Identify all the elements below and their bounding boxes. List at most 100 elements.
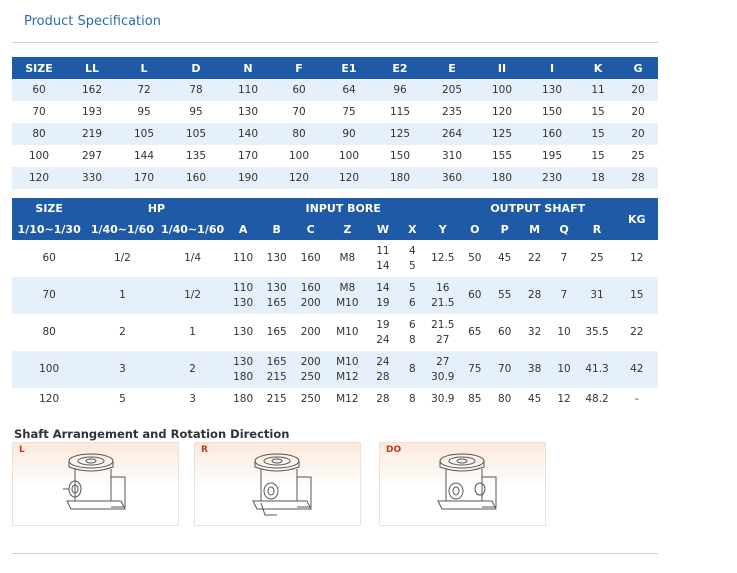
cell-value: 130 bbox=[266, 252, 287, 264]
table-cell: 78 bbox=[170, 79, 222, 101]
table-cell: 12.5 bbox=[425, 240, 460, 277]
table-cell: 100 bbox=[12, 145, 66, 167]
table-cell: 330 bbox=[66, 167, 118, 189]
cell-value: M12 bbox=[336, 392, 359, 405]
column-subheader: P bbox=[489, 219, 520, 240]
table-cell: 310 bbox=[426, 145, 478, 167]
cell-value: 1/2 bbox=[184, 289, 202, 301]
table-cell: 130 bbox=[222, 101, 274, 123]
table-cell: 80 bbox=[489, 388, 520, 410]
column-header: N bbox=[222, 57, 274, 79]
table-cell: 32 bbox=[519, 314, 550, 351]
cell-value: 7 bbox=[560, 289, 568, 301]
cell-value: 200 bbox=[300, 355, 321, 368]
cell-value: 80 bbox=[42, 326, 56, 338]
cell-value: 15 bbox=[630, 289, 644, 301]
table-row: 100 297 144 135 170 100 100 150 310 155 195 15 25 bbox=[12, 145, 658, 167]
table-cell: 3 bbox=[86, 351, 159, 388]
cell-value: 41.3 bbox=[585, 363, 609, 375]
table-cell: 48.2 bbox=[578, 388, 616, 410]
table-cell: 135 bbox=[170, 145, 222, 167]
table-cell: 120 bbox=[12, 388, 87, 410]
cell-value: 3 bbox=[119, 363, 126, 375]
cell-value: 45 bbox=[497, 252, 512, 264]
table-row: 80 2 1 130 165 200 M10 19 24 6 8 21.5 27 65 60 32 10 35.5… bbox=[12, 314, 658, 351]
table-cell: 100 bbox=[274, 145, 324, 167]
cell-value: 30.9 bbox=[431, 370, 455, 383]
cell-value: 45 bbox=[527, 392, 542, 405]
table-cell: 22 bbox=[519, 240, 550, 277]
column-subheader: B bbox=[259, 219, 294, 240]
cell-value: 19 bbox=[376, 318, 390, 331]
cell-value: 1 bbox=[119, 289, 126, 301]
table-subheader-row: 1/10~1/30 1/40~1/60 1/40~1/60 A B C Z W X Y O P M Q R bbox=[12, 219, 658, 240]
table-cell: M8 bbox=[327, 240, 367, 277]
table-cell: 190 bbox=[222, 167, 274, 189]
arrangement-label: L bbox=[19, 445, 25, 455]
column-header: K bbox=[578, 57, 618, 79]
cell-value: 12 bbox=[630, 252, 644, 264]
table-cell: 125 bbox=[478, 123, 526, 145]
table-cell: 130 165 bbox=[259, 277, 294, 314]
table-cell: 60 bbox=[489, 314, 520, 351]
column-header: E2 bbox=[374, 57, 426, 79]
table-cell: M10 bbox=[327, 314, 367, 351]
column-header: II bbox=[478, 57, 526, 79]
cell-value: 42 bbox=[630, 363, 644, 375]
dimension-table: SIZE LL L D N F E1 E2 E II I K G 60 162 72 78 110 60 64 96 2… bbox=[12, 57, 658, 189]
table-cell: 193 bbox=[66, 101, 118, 123]
table-cell: 162 bbox=[66, 79, 118, 101]
table-cell: 45 bbox=[519, 388, 550, 410]
table-cell: 80 bbox=[12, 123, 66, 145]
table-cell: 160 200 bbox=[293, 277, 328, 314]
arrangement-panel-r: R bbox=[194, 442, 361, 526]
table-cell: 110 130 bbox=[226, 277, 260, 314]
table-cell: 90 bbox=[324, 123, 374, 145]
cell-value: 180 bbox=[233, 370, 254, 383]
column-header: SIZE bbox=[12, 57, 66, 79]
cell-value: 8 bbox=[408, 363, 416, 375]
cell-value: 50 bbox=[468, 252, 482, 264]
table-cell: 70 bbox=[12, 101, 66, 123]
table-cell: 180 bbox=[478, 167, 526, 189]
cell-value: 6 bbox=[408, 296, 416, 309]
cell-value: 7 bbox=[560, 252, 568, 264]
cell-value: 27 bbox=[436, 355, 450, 368]
cell-value: 60 bbox=[468, 289, 482, 301]
table-cell: 160 bbox=[526, 123, 578, 145]
table-cell: 60 bbox=[274, 79, 324, 101]
cell-value: 160 bbox=[300, 281, 321, 294]
table-cell: 19 24 bbox=[366, 314, 399, 351]
column-subheader: Y bbox=[425, 219, 460, 240]
table-cell: 140 bbox=[222, 123, 274, 145]
table-cell: 50 bbox=[459, 240, 490, 277]
cell-value: 5 bbox=[119, 392, 126, 405]
table-cell: 21.5 27 bbox=[425, 314, 460, 351]
cell-value: 165 bbox=[266, 326, 287, 338]
cell-value: 250 bbox=[300, 392, 321, 405]
table-cell: 15 bbox=[615, 277, 658, 314]
arrangement-label: R bbox=[201, 445, 208, 455]
output-shaft-group-header: OUTPUT SHAFT bbox=[459, 198, 616, 219]
cell-value: 24 bbox=[376, 355, 390, 368]
table-cell: 144 bbox=[118, 145, 170, 167]
cell-value: 110 bbox=[233, 281, 254, 294]
table-cell: 41.3 bbox=[578, 351, 616, 388]
table-cell: 28 bbox=[519, 277, 550, 314]
cell-value: 8 bbox=[408, 333, 416, 346]
table-cell: 31 bbox=[578, 277, 616, 314]
cell-value: 200 bbox=[300, 326, 321, 338]
cell-value: 5 bbox=[408, 259, 416, 272]
cell-value: 70 bbox=[42, 289, 56, 301]
cell-value: 165 bbox=[266, 355, 287, 368]
cell-value: 215 bbox=[266, 392, 287, 405]
table-cell: 60 bbox=[12, 79, 66, 101]
cell-value: M10 bbox=[336, 296, 359, 309]
cell-value: 22 bbox=[630, 326, 644, 338]
cell-value: 130 bbox=[233, 355, 254, 368]
bottom-divider bbox=[12, 553, 658, 554]
table-cell: 115 bbox=[374, 101, 426, 123]
table-cell: 60 bbox=[12, 240, 87, 277]
